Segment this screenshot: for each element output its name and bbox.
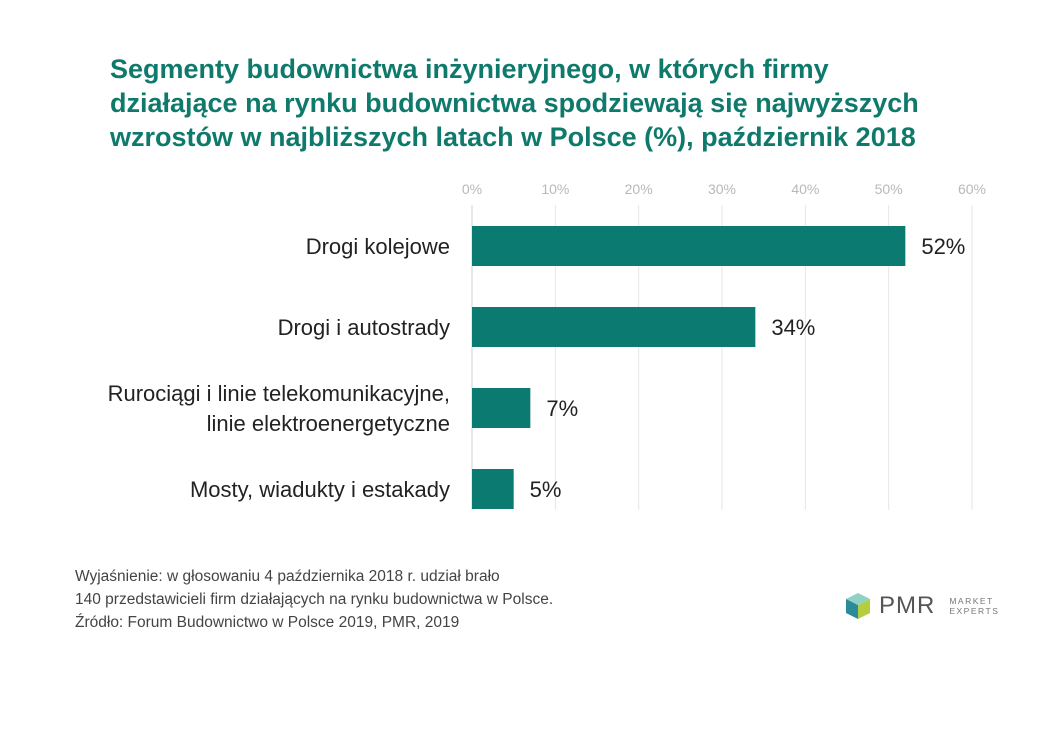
x-tick-label: 0%	[462, 181, 482, 197]
chart-footnote: Wyjaśnienie: w głosowaniu 4 października…	[75, 565, 715, 634]
bar-chart: 0% 10% 20% 30% 40% 50% 60% Drogi kolejowe 52% Dro…	[108, 181, 986, 510]
footnote-line: 140 przedstawicieli firm działających na…	[75, 591, 554, 608]
category-label: linie elektroenergetyczne	[207, 411, 450, 436]
chart-title-line: wzrostów w najbliższych latach w Polsce …	[110, 122, 916, 152]
pmr-logo-icon	[846, 593, 870, 619]
bar	[472, 469, 514, 509]
x-tick-label: 30%	[708, 181, 736, 197]
data-label: 5%	[530, 477, 562, 502]
data-label: 34%	[771, 315, 815, 340]
x-tick-label: 50%	[875, 181, 903, 197]
x-tick-label: 10%	[541, 181, 569, 197]
logo-wordmark: PMR	[879, 592, 936, 619]
chart-title: Segmenty budownictwa inżynieryjnego, w k…	[110, 52, 1010, 154]
x-tick-label: 20%	[625, 181, 653, 197]
footnote-line: Wyjaśnienie: w głosowaniu 4 października…	[75, 568, 500, 585]
logo-tagline: MARKET EXPERTS	[949, 596, 1000, 616]
chart-title-line: Segmenty budownictwa inżynieryjnego, w k…	[110, 54, 829, 84]
data-label: 52%	[921, 234, 965, 259]
bar	[472, 307, 756, 347]
chart-title-line: działające na rynku budownictwa spodziew…	[110, 88, 919, 118]
source-line: Źródło: Forum Budownictwo w Polsce 2019,…	[75, 614, 460, 631]
x-tick-label: 40%	[791, 181, 819, 197]
category-label: Drogi kolejowe	[306, 234, 450, 259]
pmr-logo: PMR MARKET EXPERTS	[845, 590, 999, 622]
x-tick-label: 60%	[958, 181, 986, 197]
category-label: Rurociągi i linie telekomunikacyjne,	[108, 381, 450, 406]
category-label: Drogi i autostrady	[278, 315, 450, 340]
data-label: 7%	[546, 396, 578, 421]
bar	[472, 388, 531, 428]
bar	[472, 226, 906, 266]
category-label: Mosty, wiadukty i estakady	[190, 477, 450, 502]
